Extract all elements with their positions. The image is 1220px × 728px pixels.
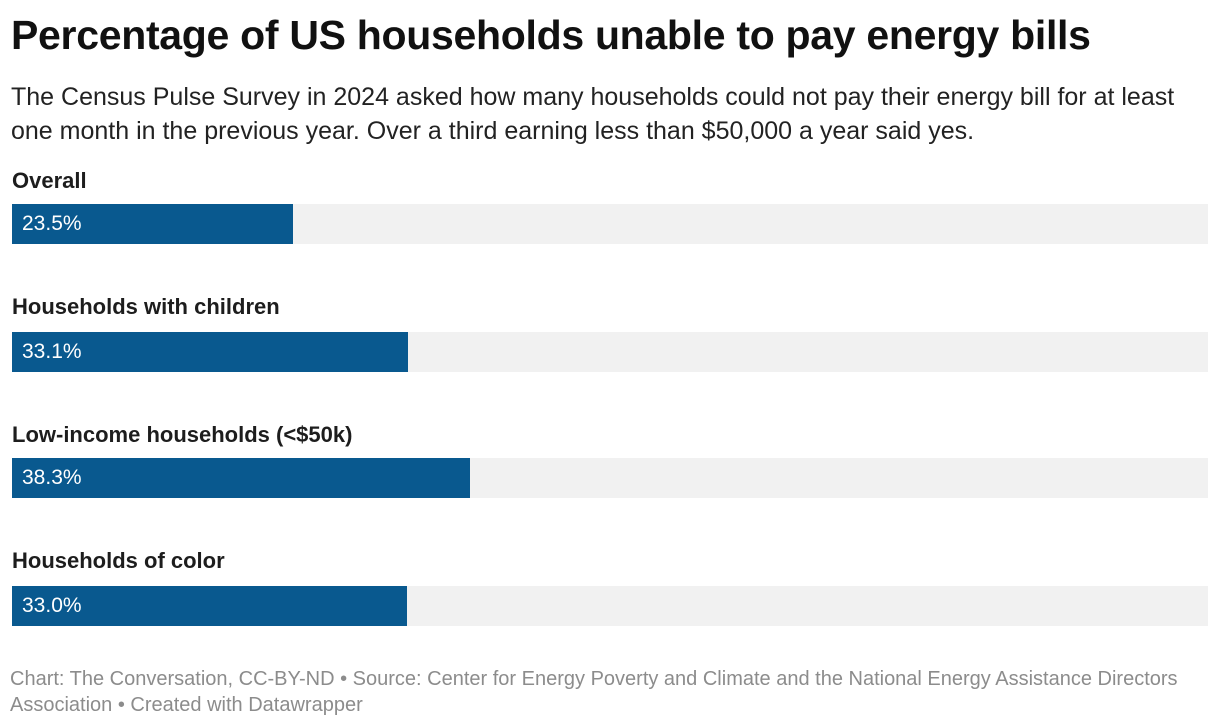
category-label: Households with children: [12, 294, 280, 319]
chart-footer: Chart: The Conversation, CC-BY-ND • Sour…: [10, 668, 1178, 716]
bar-track: 23.5%: [12, 204, 1208, 244]
bar: 38.3%: [12, 458, 470, 498]
category-label: Households of color: [12, 548, 225, 573]
bar-chart: Overall 23.5% Households with children 33.1…: [12, 0, 1208, 640]
category-label: Overall: [12, 168, 87, 193]
chart-subtitle: The Census Pulse Survey in 2024 asked ho…: [11, 83, 1175, 145]
bar-value-label: 33.1%: [22, 340, 82, 363]
bar: 33.0%: [12, 586, 407, 626]
bar: 33.1%: [12, 332, 408, 372]
bar: 23.5%: [12, 204, 293, 244]
bar-value-label: 33.0%: [22, 594, 82, 617]
category-label: Low-income households (<$50k): [12, 422, 353, 447]
bar-track: 33.0%: [12, 586, 1208, 626]
bar-value-label: 38.3%: [22, 466, 82, 489]
bar-value-label: 23.5%: [22, 212, 82, 235]
bar-track: 33.1%: [12, 332, 1208, 372]
bar-track: 38.3%: [12, 458, 1208, 498]
chart-title: Percentage of US households unable to pa…: [11, 12, 1091, 58]
